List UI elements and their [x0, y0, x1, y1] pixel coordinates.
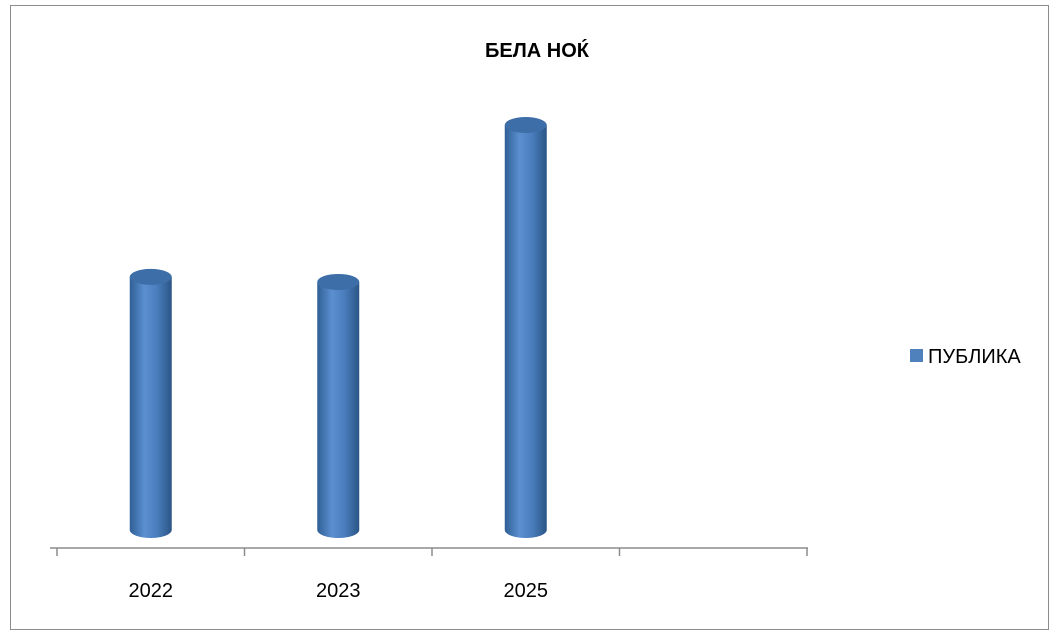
bar-top: [504, 117, 547, 133]
bar-top: [129, 268, 172, 285]
bar-2025: [504, 117, 547, 538]
bar-body: [129, 276, 172, 538]
x-tick-label: 2022: [129, 580, 174, 602]
legend-swatch: [910, 349, 923, 362]
bar-body: [504, 125, 547, 538]
chart-title: БЕЛА НОЌ: [485, 39, 590, 62]
legend-label: ПУБЛИКА: [928, 346, 1021, 368]
x-tick-label: 2025: [504, 580, 549, 602]
x-axis-ticks: [56, 548, 808, 556]
bar-body: [317, 281, 360, 538]
x-axis-labels: 2022 2023 2025: [129, 580, 549, 602]
x-tick-label: 2023: [316, 580, 361, 602]
bar-2023: [317, 273, 360, 538]
bar-2022: [129, 268, 172, 538]
bars-layer: [129, 117, 547, 538]
bar-top: [317, 273, 360, 290]
legend: ПУБЛИКА: [910, 346, 1021, 368]
